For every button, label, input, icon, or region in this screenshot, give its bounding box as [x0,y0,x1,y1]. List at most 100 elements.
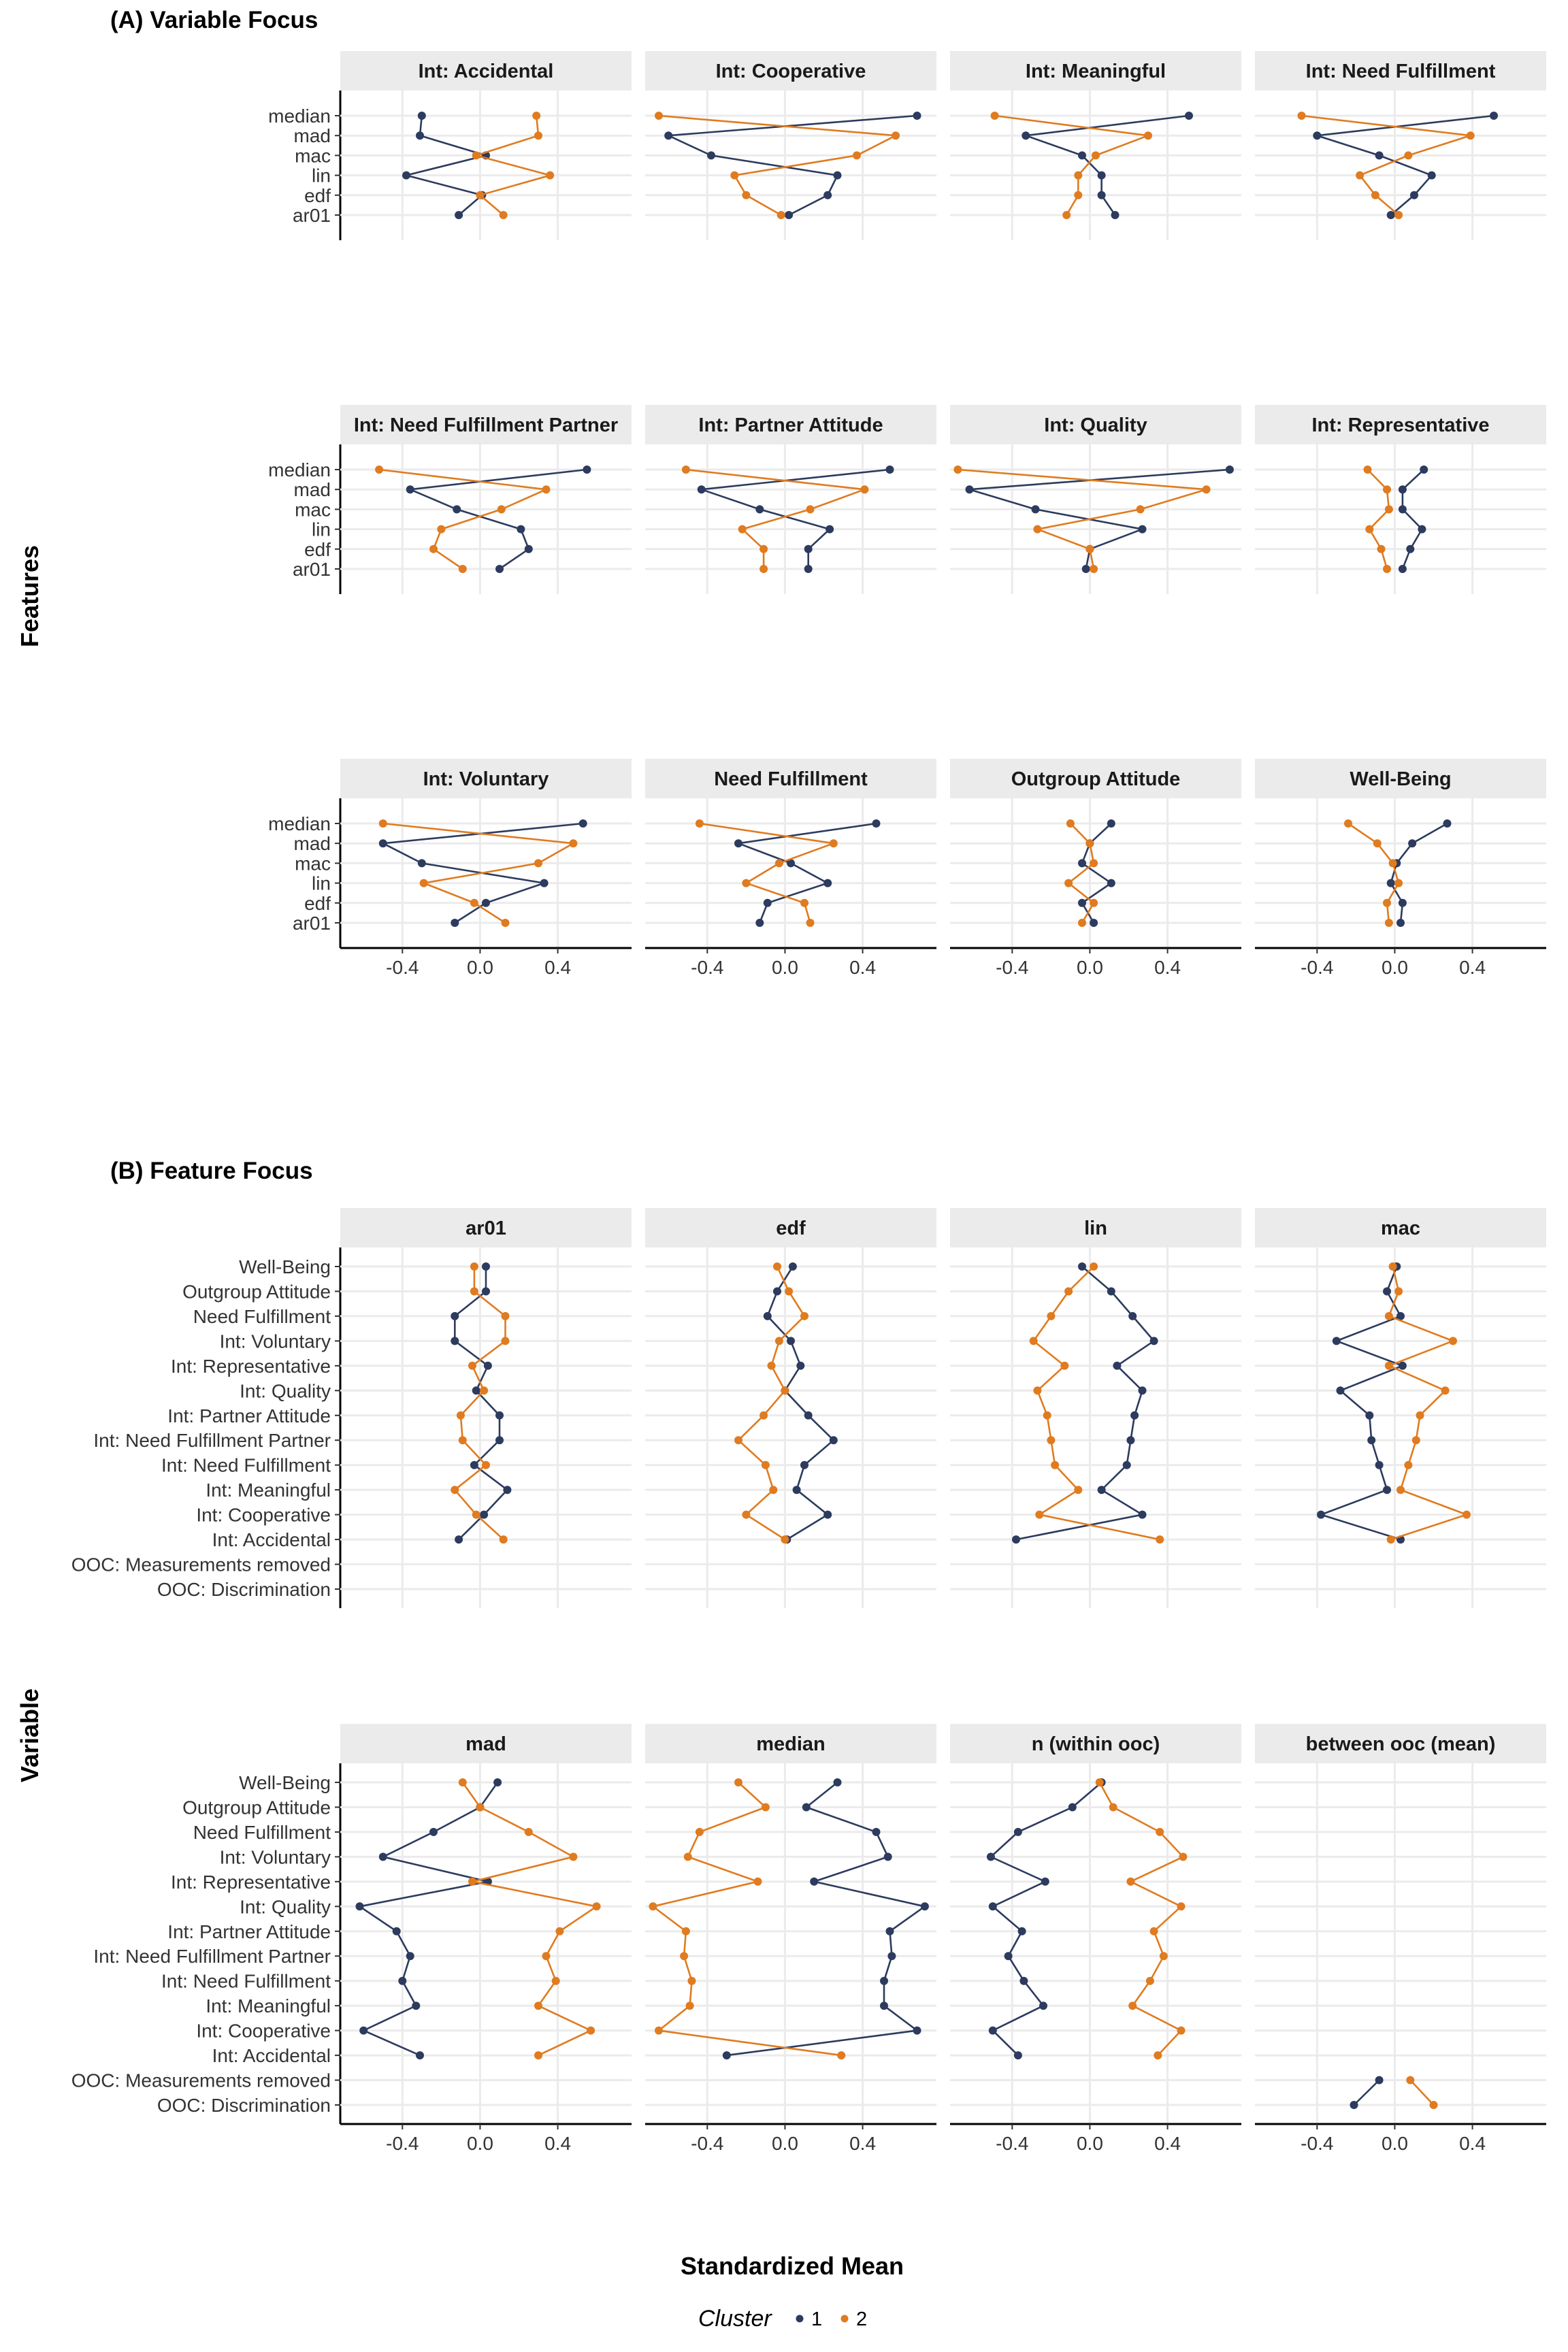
x-tick-label: 0.4 [849,957,876,978]
point-cluster-1-int-meaningful [1039,2002,1047,2010]
y-tick-label-edf: edf [304,893,331,914]
point-cluster-2-mac [534,859,542,868]
x-tick-label: -0.4 [996,2133,1028,2154]
panel-median: median -0.4 0.0 0.4 [645,1724,936,2154]
point-cluster-2-mad [1085,839,1094,848]
y-tick-label-mac: mac [295,145,331,166]
strip-label: Outgroup Attitude [1011,768,1181,790]
point-cluster-1-edf [482,898,490,907]
point-cluster-1-lin [1418,525,1426,534]
x-tick-label: -0.4 [386,2133,419,2154]
y-tick-label-ooc-measurements-removed: OOC: Measurements removed [71,2070,331,2091]
strip-label: ar01 [466,1218,506,1239]
point-cluster-1-well-being [833,1778,842,1786]
point-cluster-1-median [1185,112,1193,120]
point-cluster-2-edf [1090,898,1098,907]
point-cluster-2-edf [476,191,485,199]
point-cluster-2-ar01 [1090,565,1098,573]
y-tick-label-int-quality: Int: Quality [240,1896,331,1917]
point-cluster-1-outgroup-attitude [482,1287,490,1296]
point-cluster-2-edf [742,191,751,199]
point-cluster-2-int-quality [1441,1386,1450,1395]
point-cluster-2-ar01 [760,565,768,573]
point-cluster-1-mad [1313,131,1322,140]
point-cluster-1-edf [1078,898,1086,907]
y-tick-label-ooc-measurements-removed: OOC: Measurements removed [71,1554,331,1575]
point-cluster-1-int-need-fulfillment-partner [495,1436,504,1445]
point-cluster-2-well-being [734,1778,742,1786]
point-cluster-1-mac [453,505,461,514]
x-tick-label: 0.4 [544,2133,571,2154]
strip-label: Int: Voluntary [423,768,549,790]
point-cluster-1-int-quality [355,1902,364,1911]
series-line-cluster-1 [1401,469,1425,570]
legend-label-cluster-2: 2 [856,2308,867,2330]
point-cluster-1-int-voluntary [1332,1337,1341,1345]
point-cluster-2-int-representative [468,1877,476,1886]
point-cluster-2-mac [497,505,506,514]
point-cluster-1-int-need-fulfillment [880,1976,888,1985]
series-line-cluster-1 [1390,822,1448,924]
point-cluster-1-need-fulfillment [429,1827,438,1836]
y-tick-label-int-need-fulfillment-partner: Int: Need Fulfillment Partner [93,1430,331,1451]
point-cluster-2-ar01 [1078,919,1086,927]
series-line-cluster-1 [969,468,1230,570]
point-cluster-1-int-need-fulfillment-partner [829,1436,838,1445]
strip-background [340,51,632,91]
strip-label: lin [1084,1218,1107,1239]
point-cluster-2-int-partner-attitude [555,1927,564,1936]
point-cluster-2-int-need-fulfillment-partner [1411,1436,1420,1445]
point-cluster-1-edf [1398,898,1407,907]
point-cluster-2-int-meaningful [1128,2002,1137,2010]
point-cluster-1-ar01 [455,211,463,219]
x-tick-label: 0.0 [1382,957,1408,978]
series-line-cluster-2 [658,114,899,216]
point-cluster-2-mac [1404,151,1413,160]
strip-label: between ooc (mean) [1306,1733,1496,1755]
point-cluster-2-median [990,112,999,120]
point-cluster-2-ar01 [1062,211,1071,219]
point-cluster-2-mac [806,505,815,514]
point-cluster-1-median [1107,819,1115,828]
point-cluster-1-edf [1097,191,1106,199]
series-line-cluster-2 [699,822,834,924]
point-cluster-1-outgroup-attitude [1068,1803,1077,1812]
point-cluster-2-int-accidental [1156,1535,1164,1544]
point-cluster-1-int-need-fulfillment-partner [406,1952,414,1961]
legend-key-cluster-1 [796,2315,804,2323]
point-cluster-1-int-cooperative [1317,1510,1325,1519]
point-cluster-2-int-cooperative [1177,2026,1186,2035]
series-line-cluster-1 [406,468,587,570]
point-cluster-1-lin [517,525,525,534]
legend-title: Cluster [698,2306,772,2332]
point-cluster-1-median [1225,466,1234,474]
y-tick-label-int-cooperative: Int: Cooperative [196,1505,331,1526]
series-line-cluster-2 [1409,2079,1435,2106]
strip-background [950,1208,1241,1247]
series-line-cluster-1 [357,1782,499,2057]
y-tick-label-int-need-fulfillment-partner: Int: Need Fulfillment Partner [93,1946,331,1967]
series-line-cluster-2 [453,1267,506,1541]
x-tick-label: 0.4 [1459,957,1486,978]
point-cluster-1-int-need-fulfillment [1122,1460,1131,1469]
x-tick-label: -0.4 [1301,2133,1333,2154]
point-cluster-1-lin [540,879,549,887]
y-tick-label-int-representative: Int: Representative [171,1872,331,1893]
series-line-cluster-2 [1348,822,1400,924]
point-cluster-2-int-need-fulfillment-partner [1047,1436,1056,1445]
point-cluster-1-lin [1138,525,1147,534]
point-cluster-2-int-partner-attitude [1416,1411,1424,1420]
point-cluster-2-int-voluntary [501,1337,510,1345]
y-tick-label-ooc-discrimination: OOC: Discrimination [157,2095,331,2116]
point-cluster-1-mac [1078,151,1086,160]
y-axis-title-variable: Variable [16,1688,44,1782]
point-cluster-2-outgroup-attitude [476,1803,485,1812]
point-cluster-2-mad [1383,485,1391,494]
point-cluster-1-mad [965,485,974,494]
point-cluster-2-int-need-fulfillment [482,1460,490,1469]
point-cluster-1-need-fulfillment [1396,1311,1405,1320]
point-cluster-2-edf [800,898,808,907]
point-cluster-2-lin [419,879,428,887]
point-cluster-2-edf [1085,544,1094,553]
point-cluster-2-int-cooperative [1463,1510,1471,1519]
